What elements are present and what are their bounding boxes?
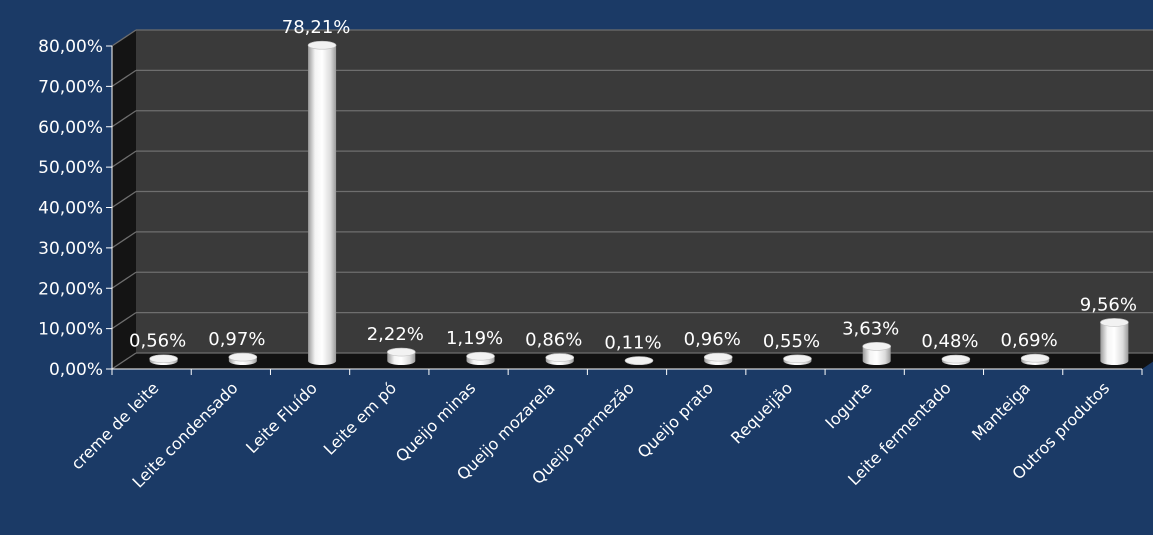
data-label: 0,86% [525, 330, 582, 351]
category-label: Manteiga [968, 378, 1034, 444]
gridline-side [111, 110, 137, 128]
data-label: 0,11% [604, 333, 661, 354]
category-label: Queijo prato [634, 378, 717, 461]
bar [624, 356, 654, 365]
gridline-side [111, 231, 137, 249]
category-label: Requeijão [727, 378, 796, 447]
bar-top [624, 356, 654, 365]
bar [387, 347, 416, 365]
bar [307, 40, 337, 366]
bar [545, 353, 575, 365]
gridline-side [111, 352, 137, 370]
category-label: Leite em pó [320, 378, 400, 458]
gridline-side [111, 312, 137, 330]
data-labels: 0,56% 0,97% 78,21% 2,22% 1,19% 0,86% 0,11% 0,96… [129, 17, 1137, 353]
y-tick-label: 30,00% [38, 239, 103, 259]
gridline-side [111, 271, 137, 289]
bar [1100, 318, 1129, 365]
bar-top [1020, 353, 1050, 363]
bar-top [228, 352, 258, 362]
gridlines [111, 29, 1153, 370]
gridline-side [111, 69, 137, 87]
y-tick-label: 0,00% [49, 360, 103, 380]
bar-top [545, 353, 575, 362]
category-label: Leite Fluído [242, 378, 321, 457]
category-label: Queijo minas [392, 378, 479, 465]
data-label: 0,55% [763, 331, 820, 352]
bars [149, 40, 1129, 366]
bar-top [703, 352, 733, 362]
data-label: 0,48% [921, 331, 978, 352]
bar-top [783, 354, 812, 364]
y-tick-label: 50,00% [38, 158, 103, 178]
bar [783, 354, 812, 365]
gridline-side [111, 29, 137, 47]
gridline-side [111, 190, 137, 209]
bar [149, 354, 178, 365]
bar-top [466, 351, 495, 361]
bar [466, 351, 495, 365]
bar-top [862, 342, 891, 351]
bar-body [308, 45, 337, 366]
data-label: 1,19% [446, 328, 503, 349]
data-label: 2,22% [367, 324, 424, 345]
y-tick-label: 80,00% [38, 37, 103, 57]
y-axis: 0,00% 10,00% 20,00% 30,00% 40,00% 50,00% 60,00… [38, 37, 113, 380]
bar-top [149, 354, 178, 364]
bar [941, 354, 971, 365]
bar-top [1100, 318, 1129, 327]
data-label: 0,56% [129, 331, 186, 352]
bar [703, 352, 733, 365]
bar-top [307, 40, 337, 50]
bar [1020, 353, 1050, 365]
y-tick-label: 60,00% [38, 118, 103, 138]
bar-body [862, 346, 891, 365]
bar-top [387, 347, 416, 357]
y-tick-label: 70,00% [38, 77, 103, 97]
y-tick-label: 40,00% [38, 199, 103, 219]
data-label: 0,69% [1001, 330, 1058, 351]
bar [862, 342, 891, 365]
gridline-side [111, 150, 137, 168]
y-tick-label: 10,00% [38, 320, 103, 340]
data-label: 9,56% [1080, 294, 1137, 315]
plot-area [112, 30, 1153, 369]
data-label: 78,21% [282, 17, 351, 38]
y-tick-label: 20,00% [38, 279, 103, 299]
data-label: 0,97% [208, 329, 265, 350]
data-label: 3,63% [842, 318, 899, 339]
bar-top [941, 354, 971, 364]
bar [228, 352, 258, 365]
data-label: 0,96% [684, 329, 741, 350]
category-label: Iogurte [821, 378, 875, 432]
x-axis [111, 368, 1143, 375]
bar-body [1100, 322, 1129, 365]
